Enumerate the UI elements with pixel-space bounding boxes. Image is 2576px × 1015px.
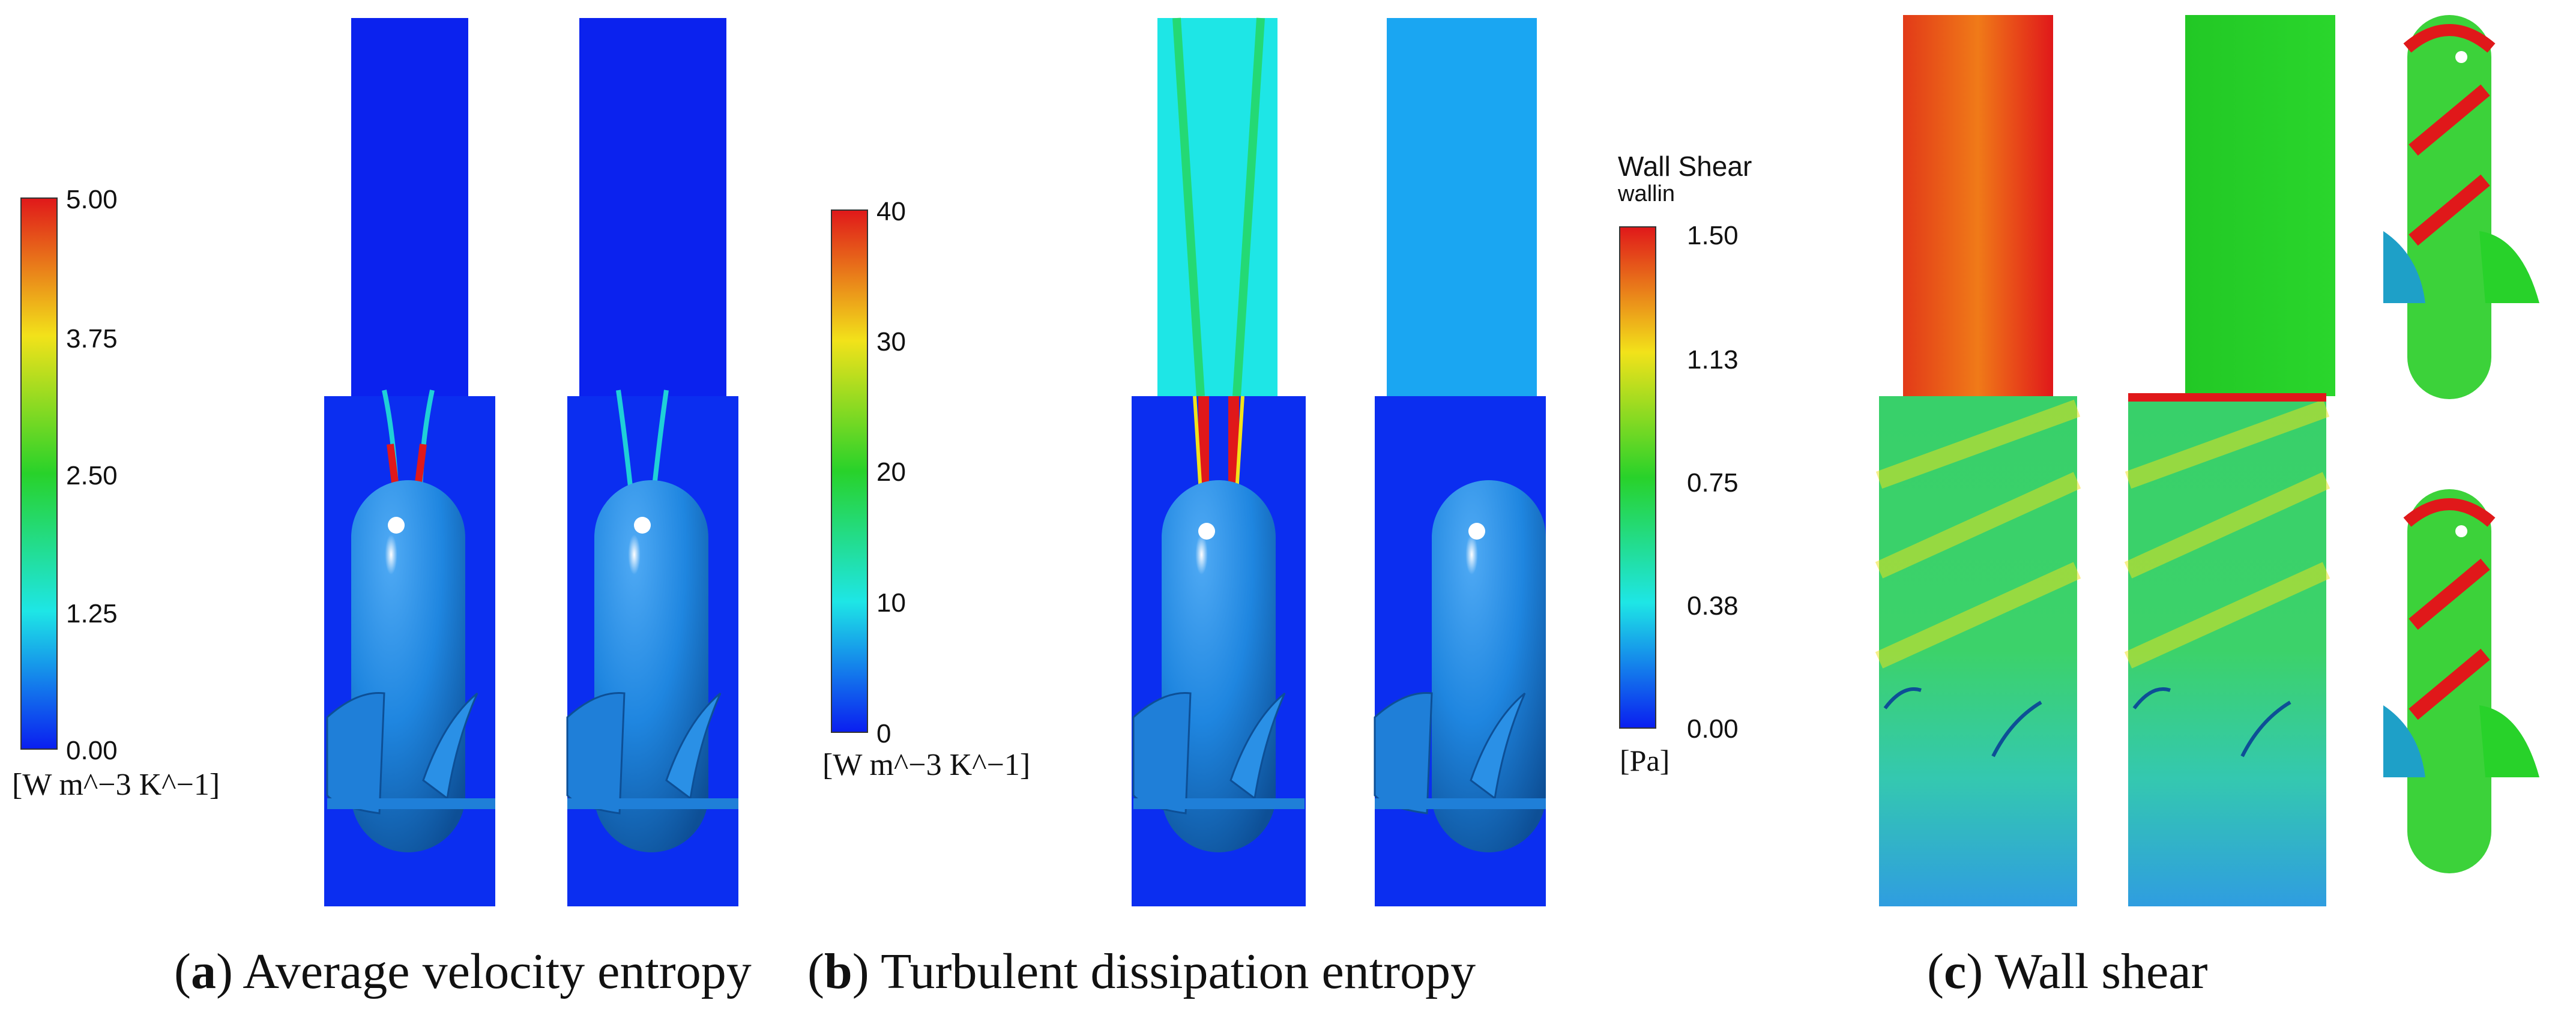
colorbar-a — [20, 197, 58, 750]
highlight-icon — [388, 517, 405, 534]
caption-a-text: Average velocity entropy — [232, 944, 752, 999]
panel-c-body-top — [2383, 15, 2539, 399]
panel-a-right-section — [566, 18, 738, 906]
legend-b-tick-3: 10 — [876, 588, 906, 618]
legend-a-tick-4: 0.00 — [66, 736, 118, 765]
caption-a-letter: a — [190, 944, 216, 999]
panel-c-pipe-left — [1875, 15, 2081, 906]
legend-a-tick-1: 3.75 — [66, 324, 118, 354]
caption-b-text: Turbulent dissipation entropy — [869, 944, 1476, 999]
legend-c-unit: [Pa] — [1620, 744, 1670, 777]
panel-a-left-section — [324, 18, 495, 906]
legend-b-unit: [W m^−3 K^−1] — [822, 748, 1031, 782]
legend-a-tick-2: 2.50 — [66, 461, 118, 490]
legend-c-tick-3: 0.38 — [1687, 591, 1739, 621]
highlight-icon — [1198, 523, 1215, 540]
highlight-icon — [2455, 51, 2467, 63]
panel-c-pipe-right — [2124, 15, 2335, 906]
caption-b: (b) Turbulent dissipation entropy — [807, 944, 1476, 999]
legend-a-tick-0: 5.00 — [66, 185, 118, 214]
panel-b-right-section — [1374, 18, 1546, 906]
highlight-icon — [1468, 523, 1485, 540]
caption-c-text: Wall shear — [1983, 944, 2208, 999]
caption-c-letter: c — [1943, 944, 1967, 999]
caption-b-letter: b — [824, 944, 852, 999]
panel-b-left-section — [1132, 17, 1306, 906]
legend-b-tick-4: 0 — [876, 719, 891, 748]
legend-b-tick-0: 40 — [876, 197, 906, 226]
legend-c-tick-0: 1.50 — [1687, 221, 1739, 250]
legend-c-tick-4: 0.00 — [1687, 714, 1739, 744]
legend-c-title: Wall Shear — [1618, 151, 1752, 182]
legend-b-tick-1: 30 — [876, 327, 906, 357]
legend-a-tick-3: 1.25 — [66, 599, 118, 628]
panel-c-body-bottom — [2383, 489, 2539, 873]
highlight-icon — [634, 517, 651, 534]
highlight-icon — [2455, 525, 2467, 537]
legend-c-tick-1: 1.13 — [1687, 345, 1739, 375]
legend-c-tick-2: 0.75 — [1687, 468, 1739, 498]
caption-c: (c) Wall shear — [1927, 944, 2208, 999]
legend-b-tick-2: 20 — [876, 457, 906, 487]
colorbar-c — [1619, 226, 1656, 729]
legend-a-unit: [W m^−3 K^−1] — [12, 768, 220, 802]
legend-c-subtitle: wallin — [1618, 181, 1676, 206]
caption-a: (a) Average velocity entropy — [174, 944, 752, 999]
colorbar-b — [831, 209, 868, 733]
